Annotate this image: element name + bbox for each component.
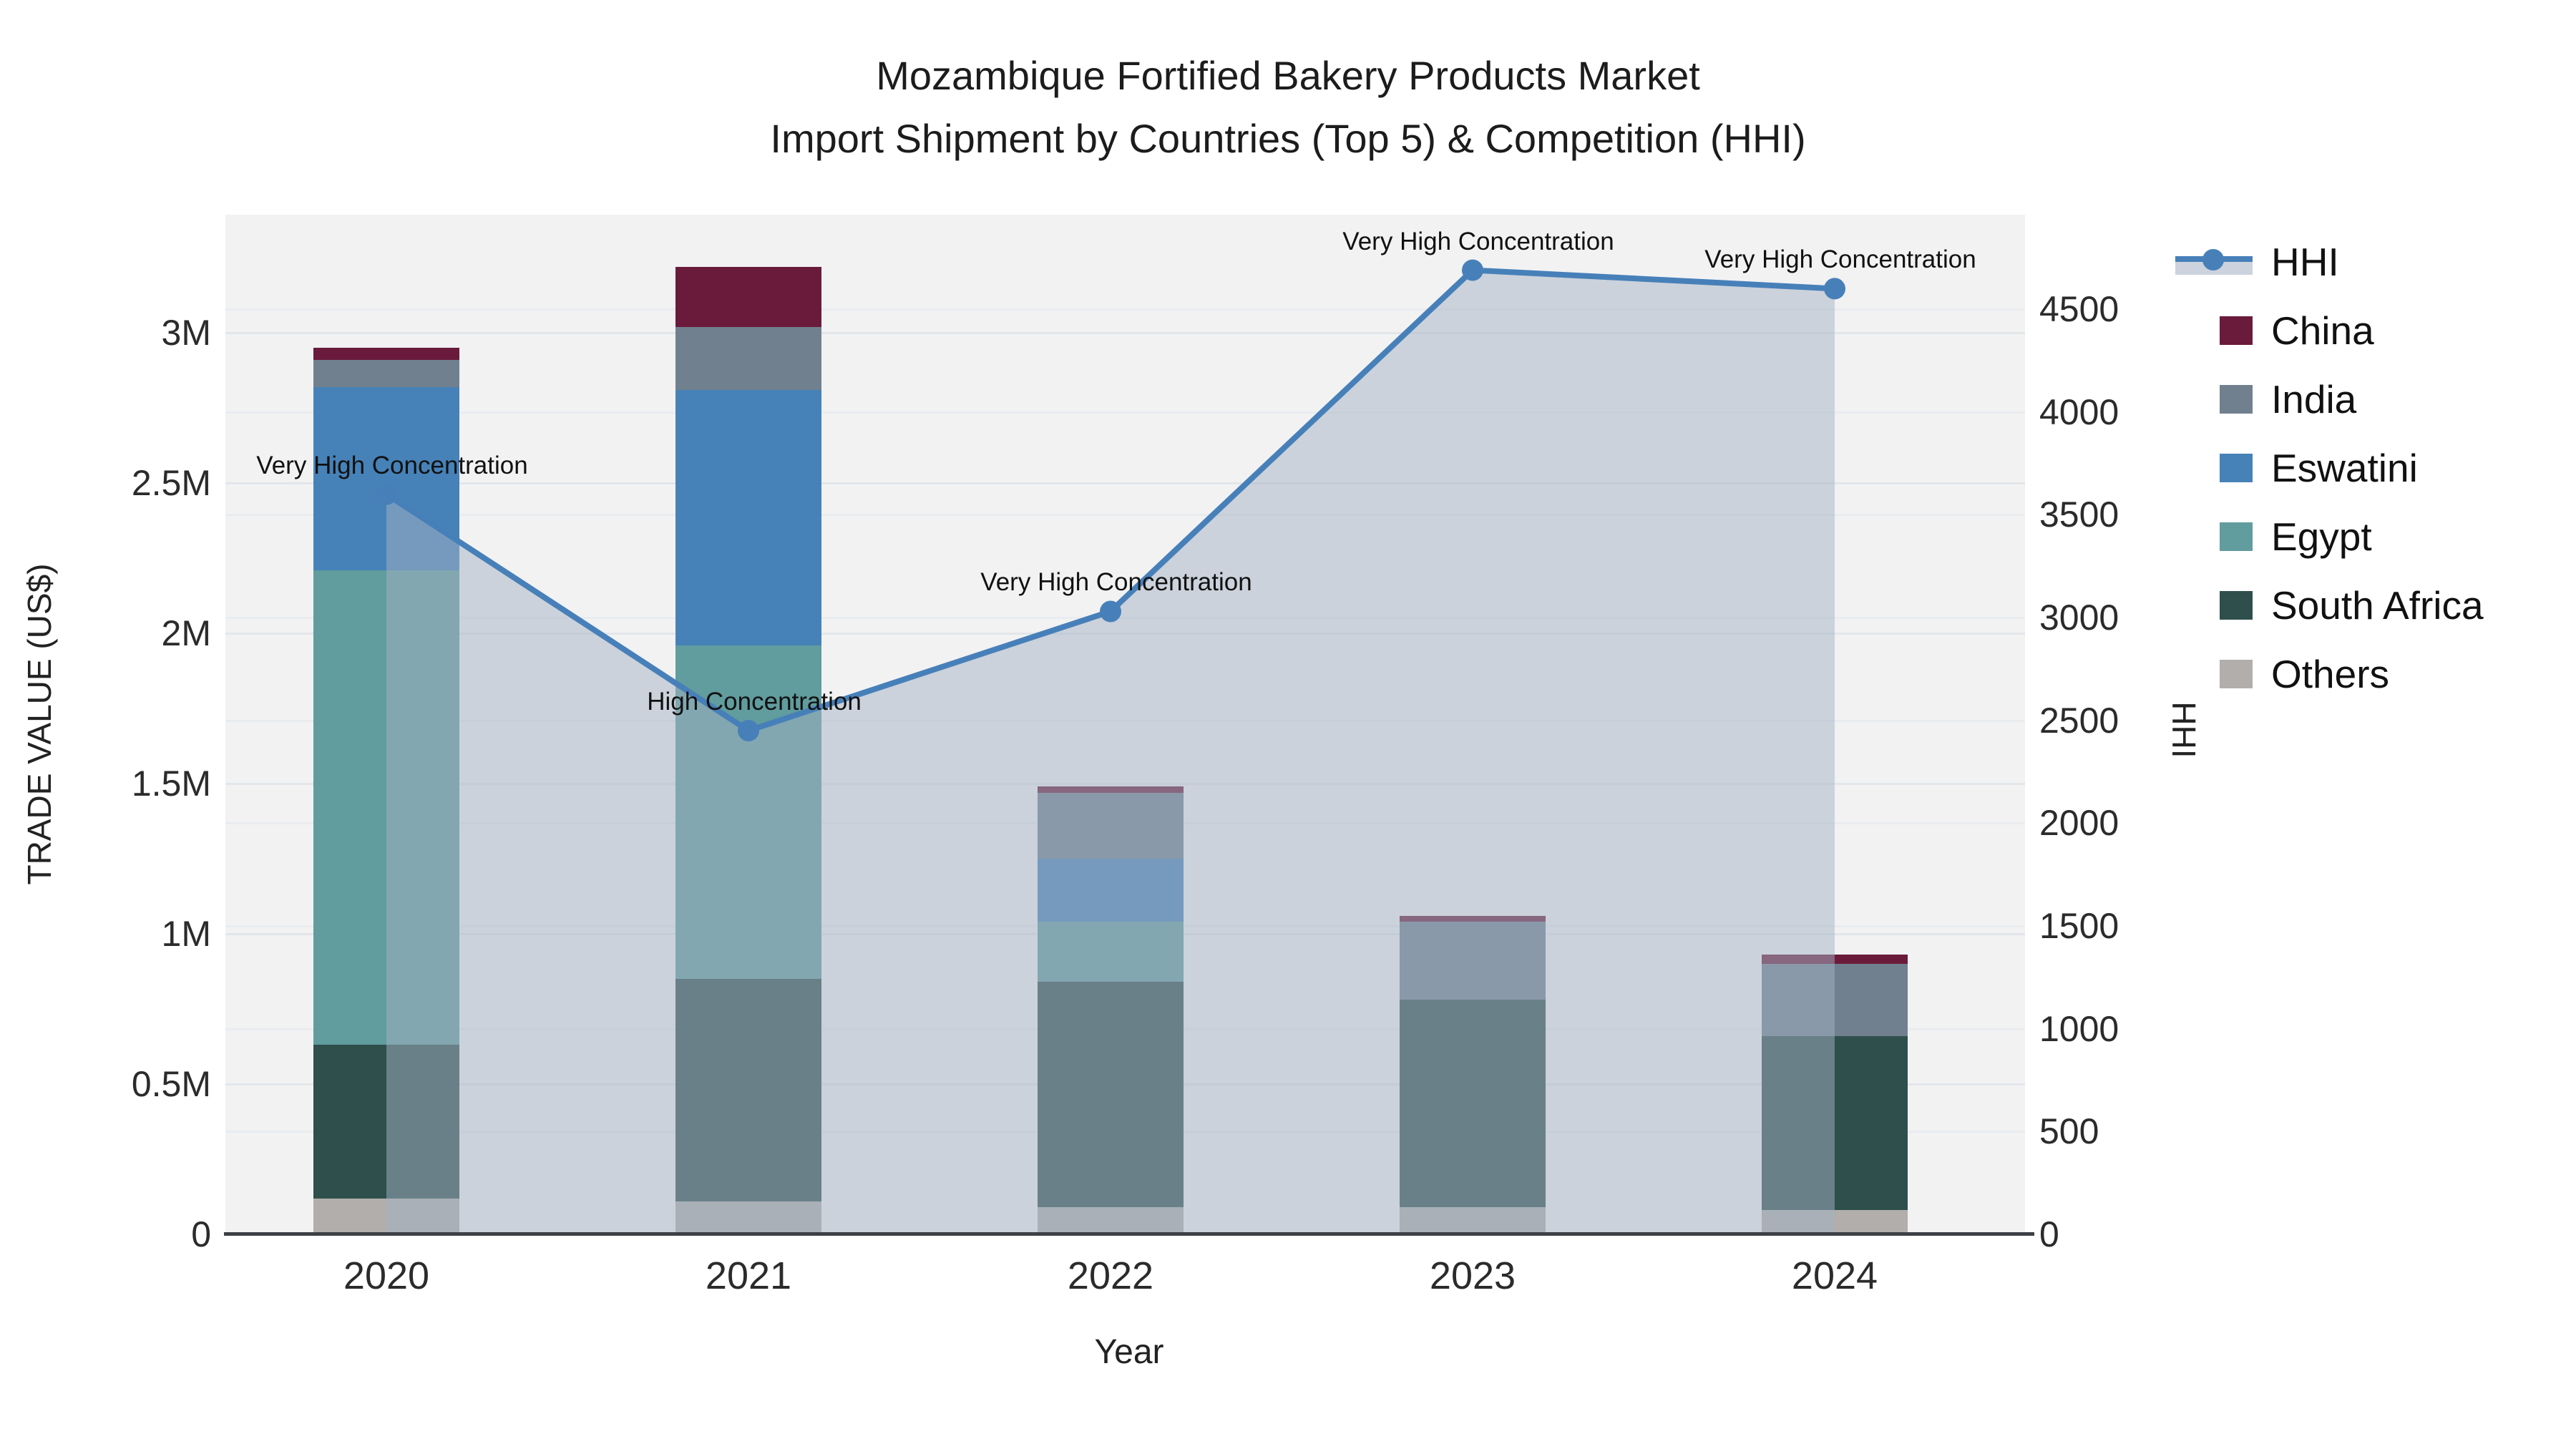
- annotation-2023: Very High Concentration: [1342, 227, 1614, 255]
- legend: HHI China India Eswatini Egypt South Africa Ot…: [2175, 228, 2484, 708]
- y-right-tick-3000: 3000: [2039, 597, 2119, 638]
- bar-segment-india-2021: [675, 326, 821, 390]
- hhi-marker-2023: [1462, 259, 1483, 281]
- legend-swatch-egypt: [2220, 522, 2253, 551]
- y-right-tick-0: 0: [2039, 1214, 2059, 1254]
- chart-title-line2: Import Shipment by Countries (Top 5) & C…: [770, 116, 1806, 161]
- gridline-left-axis: [225, 332, 2025, 334]
- y-left-tick-2M: 2M: [161, 613, 211, 653]
- legend-item-eswatini[interactable]: Eswatini: [2175, 434, 2484, 502]
- hhi-line-layer: [376, 259, 1845, 1234]
- y-right-tick-3500: 3500: [2039, 494, 2119, 535]
- y-right-tick-4000: 4000: [2039, 391, 2119, 432]
- gridline-right-axis: [225, 411, 2025, 414]
- bar-segment-china-2020: [313, 348, 459, 360]
- legend-item-egypt[interactable]: Egypt: [2175, 502, 2484, 571]
- x-axis-line: [224, 1232, 2034, 1236]
- bar-segment-china-2021: [675, 266, 821, 327]
- annotation-2021: High Concentration: [647, 688, 862, 716]
- legend-swatch-south-africa: [2220, 591, 2253, 620]
- x-tick-2020: 2020: [343, 1254, 430, 1297]
- legend-swatch-eswatini: [2220, 454, 2253, 482]
- y-right-tick-1000: 1000: [2039, 1008, 2119, 1049]
- annotation-2022: Very High Concentration: [980, 568, 1252, 597]
- y-left-tick-2.5M: 2.5M: [131, 463, 211, 503]
- legend-label-egypt: Egypt: [2271, 514, 2372, 559]
- y-left-tick-0.5M: 0.5M: [131, 1064, 211, 1104]
- legend-label-eswatini: Eswatini: [2271, 446, 2418, 490]
- gridline-left-axis: [225, 482, 2025, 484]
- x-tick-2024: 2024: [1791, 1254, 1878, 1297]
- hhi-marker-2021: [738, 720, 759, 742]
- hhi-marker-2024: [1824, 278, 1845, 300]
- chart-title-line1: Mozambique Fortified Bakery Products Mar…: [876, 53, 1700, 98]
- y-right-tick-2000: 2000: [2039, 803, 2119, 844]
- gridline-right-axis: [225, 308, 2025, 311]
- gridline-right-axis: [225, 514, 2025, 517]
- y-left-axis-title: TRADE VALUE (US$): [21, 563, 58, 885]
- legend-item-south-africa[interactable]: South Africa: [2175, 571, 2484, 640]
- legend-label-south-africa: South Africa: [2271, 583, 2484, 628]
- legend-item-china[interactable]: China: [2175, 296, 2484, 365]
- x-tick-2021: 2021: [705, 1254, 792, 1297]
- hhi-area-fill: [386, 270, 1835, 1234]
- x-axis-title: Year: [1094, 1333, 1164, 1371]
- legend-label-india: India: [2271, 377, 2357, 421]
- x-tick-2022: 2022: [1067, 1254, 1154, 1297]
- legend-label-china: China: [2271, 308, 2374, 353]
- legend-label-hhi: HHI: [2271, 240, 2339, 284]
- y-left-tick-1.5M: 1.5M: [131, 763, 211, 804]
- hhi-legend-sample-icon: [2175, 246, 2253, 278]
- hhi-marker-2020: [376, 483, 397, 505]
- legend-label-others: Others: [2271, 652, 2390, 696]
- annotation-2020: Very High Concentration: [256, 451, 528, 479]
- y-left-tick-3M: 3M: [161, 313, 211, 353]
- y-right-tick-2500: 2500: [2039, 700, 2119, 741]
- bar-segment-eswatini-2021: [675, 389, 821, 645]
- legend-item-hhi[interactable]: HHI: [2175, 228, 2484, 296]
- y-right-tick-500: 500: [2039, 1111, 2099, 1152]
- legend-swatch-china: [2220, 316, 2253, 345]
- legend-item-others[interactable]: Others: [2175, 640, 2484, 708]
- x-tick-2023: 2023: [1429, 1254, 1516, 1297]
- legend-swatch-india: [2220, 385, 2253, 414]
- annotation-2024: Very High Concentration: [1704, 245, 1976, 274]
- y-right-tick-1500: 1500: [2039, 906, 2119, 947]
- plot-area: Very High Concentration High Concentratio…: [225, 215, 2025, 1234]
- bar-segment-india-2020: [313, 359, 459, 387]
- legend-swatch-others: [2220, 660, 2253, 688]
- y-left-tick-1M: 1M: [161, 914, 211, 954]
- y-left-tick-0: 0: [191, 1214, 211, 1254]
- chart-title: Mozambique Fortified Bakery Products Mar…: [0, 44, 2576, 170]
- y-right-tick-4500: 4500: [2039, 289, 2119, 330]
- legend-item-india[interactable]: India: [2175, 365, 2484, 434]
- hhi-marker-2022: [1100, 600, 1121, 623]
